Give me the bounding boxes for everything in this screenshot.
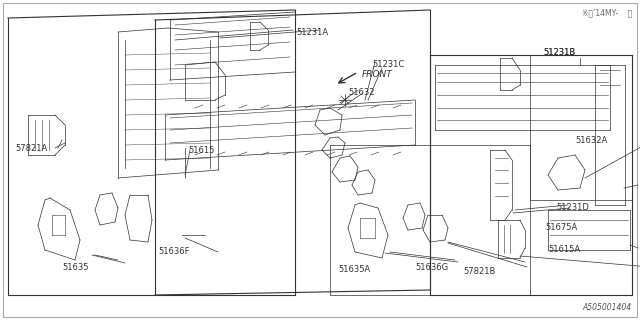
Text: 51632A: 51632A	[575, 135, 607, 145]
Text: 51231B: 51231B	[543, 47, 575, 57]
Text: 51615A: 51615A	[548, 245, 580, 254]
Text: 51615: 51615	[188, 146, 214, 155]
Text: 51675A: 51675A	[545, 223, 577, 233]
Text: 51231A: 51231A	[296, 28, 328, 36]
Text: A505001404: A505001404	[583, 303, 632, 312]
Text: FRONT: FRONT	[362, 69, 393, 78]
Text: 51636G: 51636G	[415, 263, 448, 273]
Text: 51231D: 51231D	[556, 204, 589, 212]
Text: 57821A: 57821A	[15, 143, 47, 153]
Text: 51635A: 51635A	[338, 266, 371, 275]
Text: ※（’14MY-    ）: ※（’14MY- ）	[582, 8, 632, 17]
Text: 57821B: 57821B	[463, 268, 495, 276]
Text: 51636F: 51636F	[158, 247, 189, 257]
Text: 51635: 51635	[62, 263, 88, 273]
Text: 51231C: 51231C	[372, 60, 404, 68]
Text: 51632: 51632	[348, 87, 374, 97]
Text: 51231B: 51231B	[543, 47, 575, 57]
